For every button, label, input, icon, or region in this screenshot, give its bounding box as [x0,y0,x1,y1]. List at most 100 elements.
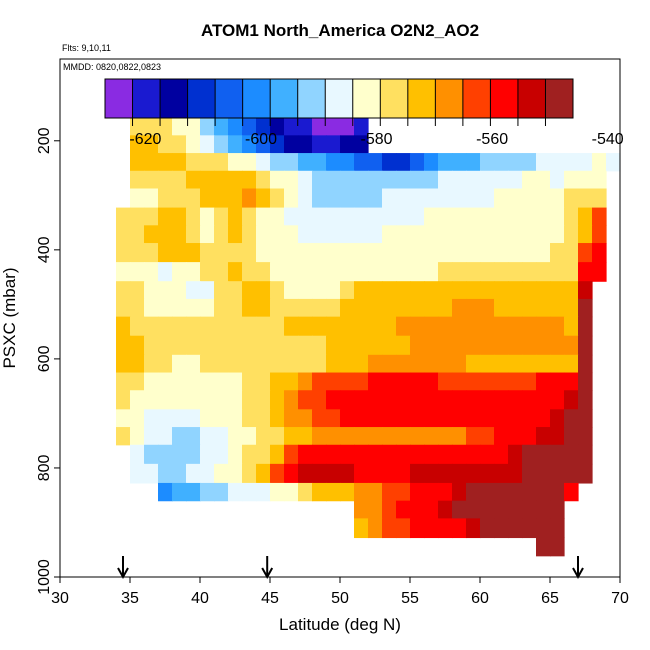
heatmap-cell [214,281,229,300]
heatmap-cell [298,243,313,263]
heatmap-cell [396,225,411,244]
heatmap-cell [424,354,439,374]
colorbar-segment [435,79,464,118]
heatmap-cell [130,170,145,190]
heatmap-cell [438,482,453,502]
heatmap-cell [354,118,369,136]
heatmap-cell [158,390,173,410]
heatmap-cell [578,281,593,300]
heatmap-cell [550,518,565,539]
heatmap-cell [312,354,327,374]
heatmap-cell [578,463,593,484]
heatmap-cell [550,482,565,502]
heatmap-cell [368,390,383,410]
heatmap-cell [172,262,187,282]
heatmap-cell [508,153,523,172]
heatmap-cell [158,135,173,154]
heatmap-cell [116,262,131,282]
heatmap-cell [242,281,257,300]
heatmap-cell [116,335,131,356]
heatmap-cell [312,335,327,356]
heatmap-cell [228,444,243,465]
colorbar-segment [517,79,546,118]
heatmap-cell [536,298,551,318]
x-tick-label: 40 [191,590,209,607]
heatmap-cell [270,135,285,154]
heatmap-cell [354,298,369,318]
heatmap-cell [340,298,355,318]
heatmap-cell [536,207,551,226]
heatmap-cell [536,354,551,374]
heatmap-cell [368,207,383,226]
heatmap-cell [494,335,509,356]
heatmap-cell [172,298,187,318]
heatmap-cell [368,463,383,484]
heatmap-cell [158,262,173,282]
heatmap-cell [256,281,271,300]
heatmap-cell [312,463,327,484]
heatmap-cell [298,135,313,154]
heatmap-cell [410,316,425,337]
heatmap-cell [144,118,159,136]
heatmap-cell [410,243,425,263]
heatmap-cell [242,444,257,465]
heatmap-cell [242,409,257,428]
heatmap-cell [494,170,509,190]
heatmap-cell [480,335,495,356]
heatmap-cell [522,444,537,465]
heatmap-cell [480,262,495,282]
colorbar-segment [380,79,409,118]
heatmap-cell [536,463,551,484]
heatmap-cell [564,444,579,465]
heatmap-cell [214,118,229,136]
heatmap-cell [382,335,397,356]
heatmap-cell [480,500,495,519]
heatmap-cell [326,262,341,282]
heatmap-cell [312,207,327,226]
heatmap-cell [508,482,523,502]
y-tick-label: 800 [36,455,53,482]
heatmap-cell [186,207,201,226]
heatmap-cell [312,482,327,502]
heatmap-cell [522,207,537,226]
heatmap-cell [214,444,229,465]
heatmap-cell [354,500,369,519]
heatmap-cell [312,188,327,209]
heatmap-cell [172,409,187,428]
heatmap-cell [326,444,341,465]
heatmap-cell [494,409,509,428]
heatmap-cell [354,518,369,539]
heatmap-cell [340,444,355,465]
y-axis: 200 400 600 800 1000 [36,127,60,595]
heatmap-cell [256,316,271,337]
heatmap-cell [382,170,397,190]
heatmap-cell [396,444,411,465]
heatmap-cell [536,444,551,465]
heatmap-cell [368,427,383,446]
heatmap-cell [298,262,313,282]
heatmap-cell [550,372,565,391]
heatmap-cell [284,281,299,300]
heatmap-cell [396,243,411,263]
heatmap-cell [158,444,173,465]
heatmap-cell [452,518,467,539]
heatmap-cell [200,281,215,300]
heatmap-cell [480,298,495,318]
heatmap-cell [424,463,439,484]
heatmap-cell [410,444,425,465]
heatmap-cell [536,225,551,244]
heatmap-cell [158,354,173,374]
heatmap-cell [592,153,607,172]
heatmap-cell [186,372,201,391]
heatmap-cell [536,518,551,539]
heatmap-cell [340,170,355,190]
heatmap-cell [172,463,187,484]
heatmap-cell [410,335,425,356]
heatmap-cell [298,463,313,484]
heatmap-cell [242,135,257,154]
heatmap-cell [592,188,607,209]
heatmap-cell [298,409,313,428]
heatmap-cell [480,243,495,263]
heatmap-cell [144,170,159,190]
heatmap-cell [466,298,481,318]
